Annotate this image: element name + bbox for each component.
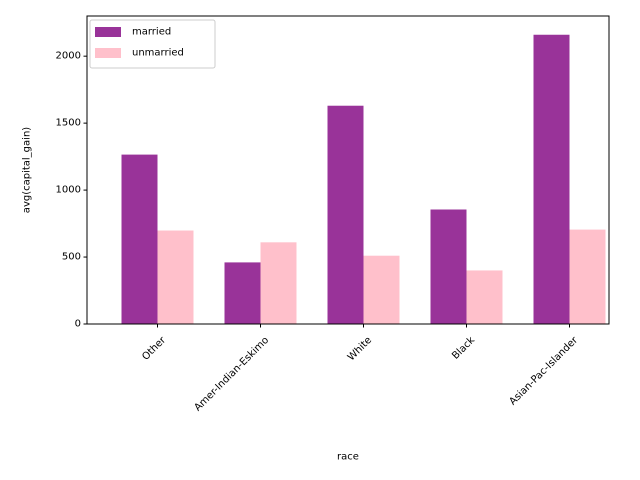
x-tick-label: Other bbox=[140, 334, 168, 362]
x-axis: Other Amer-Indian-Eskimo White Black Asian-P… bbox=[140, 324, 581, 414]
bar-married-white bbox=[327, 105, 364, 324]
y-tick-label: 500 bbox=[62, 252, 81, 263]
y-tick-label: 1500 bbox=[56, 118, 81, 129]
bar-unmarried-black bbox=[466, 270, 503, 324]
x-tick-label: Amer-Indian-Eskimo bbox=[192, 335, 271, 414]
y-tick-label: 2000 bbox=[56, 51, 81, 62]
legend-label-married: married bbox=[132, 27, 171, 38]
y-tick-label: 1000 bbox=[56, 185, 81, 196]
bar-unmarried-asian-pac-islander bbox=[569, 229, 606, 324]
bar-unmarried-other bbox=[157, 230, 194, 324]
x-tick-label: White bbox=[346, 335, 374, 363]
y-tick-label: 0 bbox=[75, 319, 81, 330]
x-tick-label: Asian-Pac-Islander bbox=[508, 334, 581, 407]
legend-swatch-unmarried bbox=[95, 48, 121, 58]
plot-frame bbox=[86, 15, 610, 325]
bar-married-other bbox=[121, 154, 158, 324]
legend-swatch-married bbox=[95, 27, 121, 37]
x-tick-label: Black bbox=[450, 335, 477, 362]
bars-group bbox=[121, 34, 606, 324]
legend: married unmarried bbox=[89, 19, 216, 69]
bar-unmarried-white bbox=[363, 255, 400, 324]
bar-unmarried-amer-indian-eskimo bbox=[260, 242, 297, 324]
bar-married-asian-pac-islander bbox=[533, 34, 570, 324]
bar-married-black bbox=[430, 209, 467, 324]
y-axis: 0 500 1000 1500 2000 bbox=[56, 51, 87, 330]
y-axis-label: avg(capital_gain) bbox=[22, 127, 33, 213]
legend-box bbox=[89, 19, 216, 69]
x-axis-label: race bbox=[337, 452, 359, 463]
legend-label-unmarried: unmarried bbox=[132, 48, 184, 59]
bar-married-amer-indian-eskimo bbox=[224, 262, 261, 324]
